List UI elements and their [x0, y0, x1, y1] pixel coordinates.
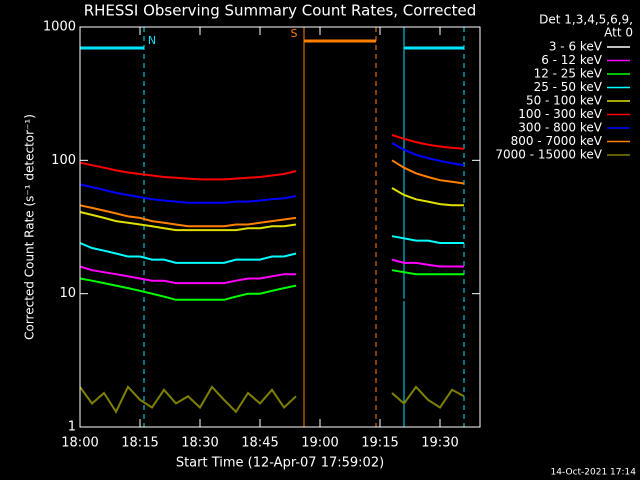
series-line: [79, 159, 465, 228]
x-tick-label: 18:00: [61, 436, 98, 451]
legend-label: 6 - 12 keV: [541, 53, 603, 67]
legend-label: 100 - 300 keV: [518, 107, 602, 121]
series-line: [79, 235, 464, 264]
series-line: [79, 385, 465, 414]
x-tick-label: 19:30: [421, 436, 458, 451]
legend-label: 300 - 800 keV: [518, 121, 602, 135]
y-axis-label: Corrected Count Rate (s⁻¹ detector⁻¹): [23, 114, 37, 340]
series-line: [79, 134, 465, 181]
legend-title: Det 1,3,4,5,6,9,: [539, 13, 633, 27]
interval-label: S: [291, 27, 298, 40]
legend-label: 50 - 100 keV: [526, 94, 603, 108]
y-tick-label: 1000: [43, 20, 76, 35]
legend-label: 800 - 7000 keV: [511, 134, 603, 148]
legend-label: 7000 - 15000 keV: [495, 148, 602, 162]
legend-label: 12 - 25 keV: [534, 67, 603, 81]
x-axis-label: Start Time (12-Apr-07 17:59:02): [176, 456, 384, 471]
footer: 14-Oct-2021 17:14: [551, 468, 637, 478]
legend-label: 3 - 6 keV: [549, 40, 603, 54]
chart-title: RHESSI Observing Summary Count Rates, Co…: [84, 2, 477, 20]
x-tick-label: 18:30: [181, 436, 218, 451]
series-line: [79, 292, 465, 341]
y-tick-label: 10: [59, 286, 76, 301]
x-tick-label: 19:15: [361, 436, 398, 451]
y-tick-label: 100: [51, 153, 76, 168]
interval-label: N: [148, 34, 156, 47]
x-tick-label: 19:00: [301, 436, 338, 451]
x-tick-label: 18:45: [241, 436, 278, 451]
legend-title: Att 0: [604, 26, 633, 40]
plot-frame: [79, 26, 481, 428]
series-line: [79, 269, 464, 301]
series-line: [79, 187, 464, 232]
legend-label: 25 - 50 keV: [534, 80, 603, 94]
y-tick-label: 1: [68, 420, 76, 435]
series-line: [79, 258, 464, 285]
series-line: [79, 142, 465, 204]
x-tick-label: 18:15: [121, 436, 158, 451]
